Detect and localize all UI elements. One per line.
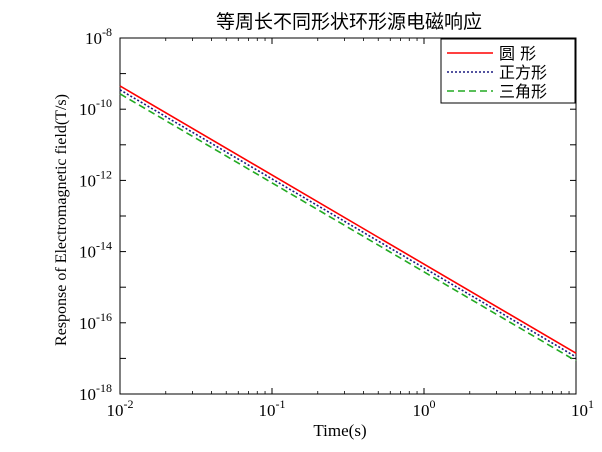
series-line-3 bbox=[119, 93, 577, 362]
x-axis: 10-2 10-1 100 101 bbox=[107, 38, 594, 420]
chart-title: 等周长不同形状环形源电磁响应 bbox=[216, 11, 482, 33]
x-tick-label: 10-2 bbox=[107, 397, 134, 420]
series-line-1 bbox=[119, 85, 577, 354]
x-tick-label: 10-1 bbox=[259, 397, 286, 420]
y-tick-label: 10-8 bbox=[85, 25, 112, 48]
x-tick-label: 100 bbox=[413, 397, 436, 420]
y-axis: 10-18 10-16 10-14 10-12 10-10 10-8 bbox=[79, 25, 576, 404]
legend-label: 三角形 bbox=[499, 82, 547, 101]
y-axis-label: Response of Electromagnetic field(T/s) bbox=[53, 94, 70, 346]
series-line-2 bbox=[119, 89, 577, 358]
y-tick-label: 10-12 bbox=[79, 167, 112, 190]
y-tick-label: 10-14 bbox=[79, 239, 112, 262]
y-tick-label: 10-10 bbox=[79, 96, 112, 119]
series-lines bbox=[119, 85, 577, 362]
legend-box bbox=[440, 38, 576, 104]
legend-label: 圆 形 bbox=[499, 44, 536, 63]
y-tick-label: 10-18 bbox=[79, 381, 112, 404]
x-tick-label: 101 bbox=[571, 397, 594, 420]
legend-label: 正方形 bbox=[499, 63, 547, 82]
y-tick-label: 10-16 bbox=[79, 310, 112, 333]
x-axis-label: Time(s) bbox=[313, 421, 366, 440]
